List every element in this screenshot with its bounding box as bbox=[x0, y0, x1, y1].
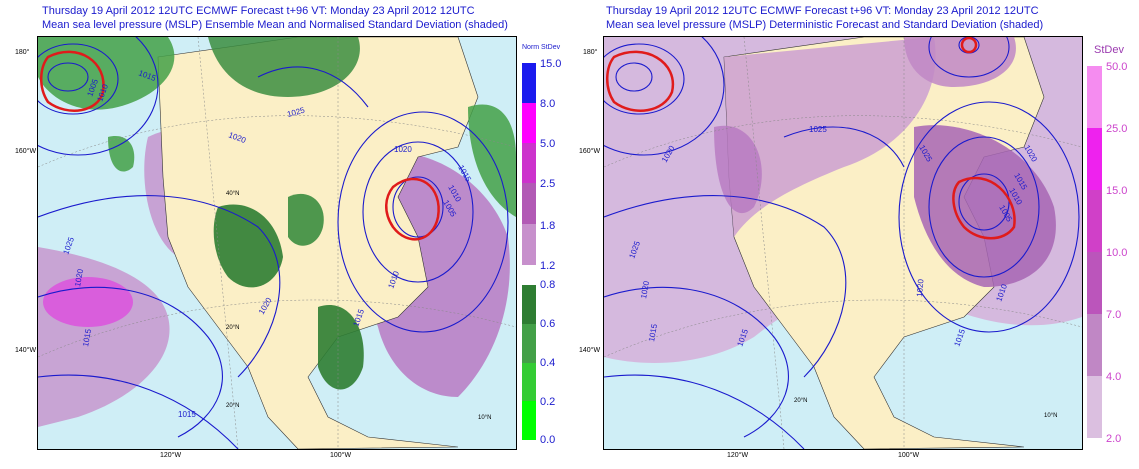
left-colorbar-label: 5.0 bbox=[540, 138, 556, 150]
right-lon-label: 120°W bbox=[727, 452, 749, 459]
isobar-label: 1015 bbox=[647, 323, 659, 343]
right-colorbar-label: 7.0 bbox=[1106, 309, 1122, 321]
grid-label: 20°N bbox=[794, 398, 807, 404]
left-colorbar-label: 15.0 bbox=[540, 58, 562, 70]
right-lat-label: 160°W bbox=[579, 148, 601, 155]
left-lon-label: 120°W bbox=[160, 452, 182, 459]
left-colorbar-upper bbox=[522, 63, 536, 265]
right-title-line1: Thursday 19 April 2012 12UTC ECMWF Forec… bbox=[606, 5, 1039, 17]
grid-label: 20°N bbox=[226, 325, 239, 331]
left-colorbar-lower bbox=[522, 285, 536, 440]
grid-label: 40°N bbox=[226, 191, 239, 197]
left-colorbar-label: 0.2 bbox=[540, 396, 556, 408]
isobar-label: 1020 bbox=[915, 278, 926, 297]
left-colorbar-label: 0.8 bbox=[540, 279, 556, 291]
left-colorbar-label: 0.6 bbox=[540, 318, 556, 330]
left-colorbar-title: Norm StDev bbox=[522, 44, 561, 51]
left-colorbar-label: 0.4 bbox=[540, 357, 556, 369]
right-colorbar bbox=[1087, 66, 1102, 438]
right-colorbar-label: 25.0 bbox=[1106, 123, 1128, 135]
right-colorbar-label: 4.0 bbox=[1106, 371, 1122, 383]
isobar-label: 1025 bbox=[809, 125, 827, 134]
left-colorbar-label: 2.5 bbox=[540, 178, 556, 190]
left-map: 1005 1010 1015 1020 1025 1020 1015 1010 … bbox=[37, 36, 517, 450]
left-colorbar-label: 1.2 bbox=[540, 260, 556, 272]
right-colorbar-label: 15.0 bbox=[1106, 185, 1128, 197]
isobar-label: 1020 bbox=[639, 280, 651, 300]
left-colorbar-label: 8.0 bbox=[540, 98, 556, 110]
left-lat-label: 140°W bbox=[15, 347, 37, 354]
left-colorbar-label: 1.8 bbox=[540, 220, 556, 232]
isobar-label: 1020 bbox=[394, 145, 412, 154]
left-lat-label: 160°W bbox=[15, 148, 37, 155]
right-colorbar-label: 50.0 bbox=[1106, 61, 1128, 73]
left-colorbar-label: 0.0 bbox=[540, 434, 556, 446]
right-colorbar-label: 2.0 bbox=[1106, 433, 1122, 445]
left-title-line1: Thursday 19 April 2012 12UTC ECMWF Forec… bbox=[42, 5, 475, 17]
left-title-line2: Mean sea level pressure (MSLP) Ensemble … bbox=[42, 19, 508, 31]
left-lat-label: 180° bbox=[15, 49, 30, 56]
right-title-line2: Mean sea level pressure (MSLP) Determini… bbox=[606, 19, 1044, 31]
isobar-label: 1020 bbox=[73, 268, 85, 288]
left-lon-label: 100°W bbox=[330, 452, 352, 459]
right-lat-label: 180° bbox=[583, 49, 598, 56]
grid-label: 20°N bbox=[226, 403, 239, 409]
isobar-label: 1015 bbox=[178, 410, 196, 419]
right-colorbar-title: StDev bbox=[1094, 44, 1124, 56]
right-lon-label: 100°W bbox=[898, 452, 920, 459]
grid-label: 10°N bbox=[1044, 413, 1057, 419]
isobar-label: 1015 bbox=[81, 328, 93, 348]
right-map: 1025 1020 1015 1015 1020 1025 1020 1015 … bbox=[603, 36, 1083, 450]
right-colorbar-label: 10.0 bbox=[1106, 247, 1128, 259]
grid-label: 10°N bbox=[478, 415, 491, 421]
right-lat-label: 140°W bbox=[579, 347, 601, 354]
